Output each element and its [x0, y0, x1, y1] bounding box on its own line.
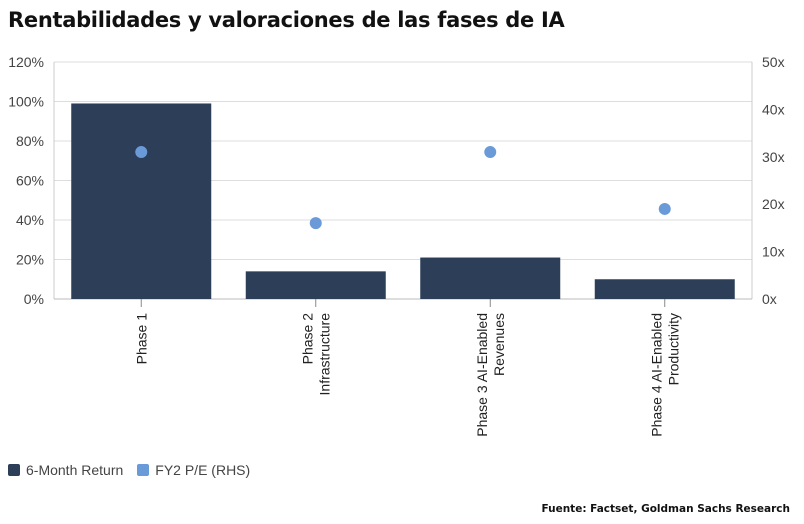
y-left-tick-label: 60%	[16, 173, 44, 189]
x-tick-label-group: Phase 2 Infrastructure	[299, 313, 332, 396]
chart-title: Rentabilidades y valoraciones de las fas…	[8, 8, 565, 32]
chart-legend: 6-Month Return FY2 P/E (RHS)	[8, 462, 264, 478]
x-tick-label-group: Phase 3 AI-Enabled Revenues	[474, 313, 507, 437]
y-right-tick-label: 0x	[762, 291, 777, 307]
legend-label-pe: FY2 P/E (RHS)	[155, 462, 251, 478]
legend-label-return: 6-Month Return	[26, 462, 124, 478]
bar-6-month-return	[420, 257, 561, 299]
x-tick-label: Phase 1	[133, 313, 149, 365]
bar-6-month-return	[71, 103, 212, 299]
y-left-tick-label: 120%	[8, 54, 44, 70]
y-right-tick-label: 20x	[762, 196, 785, 212]
legend-swatch-pe	[137, 464, 150, 476]
bar-6-month-return	[245, 271, 386, 299]
y-left-tick-label: 40%	[16, 212, 44, 228]
y-right-tick-label: 50x	[762, 54, 785, 70]
x-tick-label-group: Phase 1	[133, 313, 149, 365]
point-fy2-pe	[135, 146, 148, 159]
y-right-tick-label: 10x	[762, 244, 785, 260]
legend-swatch-return	[8, 464, 20, 476]
y-right-tick-label: 30x	[762, 149, 785, 165]
x-tick-label-group: Phase 4 AI-Enabled Productivity	[648, 313, 681, 437]
legend-item-pe: FY2 P/E (RHS)	[137, 462, 250, 478]
x-tick-label: Phase 4 AI-Enabled	[648, 313, 664, 437]
point-fy2-pe	[484, 146, 497, 159]
y-left-tick-label: 80%	[16, 133, 44, 149]
x-tick-label: Phase 3 AI-Enabled	[474, 313, 490, 437]
y-left-tick-label: 0%	[24, 291, 44, 307]
point-fy2-pe	[309, 217, 322, 230]
x-tick-label: Productivity	[665, 313, 681, 385]
x-tick-label: Phase 2	[299, 313, 315, 365]
y-left-tick-label: 20%	[16, 252, 44, 268]
y-left-tick-label: 100%	[8, 94, 44, 110]
legend-item-return: 6-Month Return	[8, 462, 123, 478]
bar-6-month-return	[594, 279, 735, 299]
x-tick-label: Revenues	[491, 313, 507, 376]
point-fy2-pe	[658, 202, 671, 215]
source-note: Fuente: Factset, Goldman Sachs Research	[541, 503, 790, 515]
x-tick-label: Infrastructure	[316, 313, 332, 396]
y-right-tick-label: 40x	[762, 101, 785, 117]
